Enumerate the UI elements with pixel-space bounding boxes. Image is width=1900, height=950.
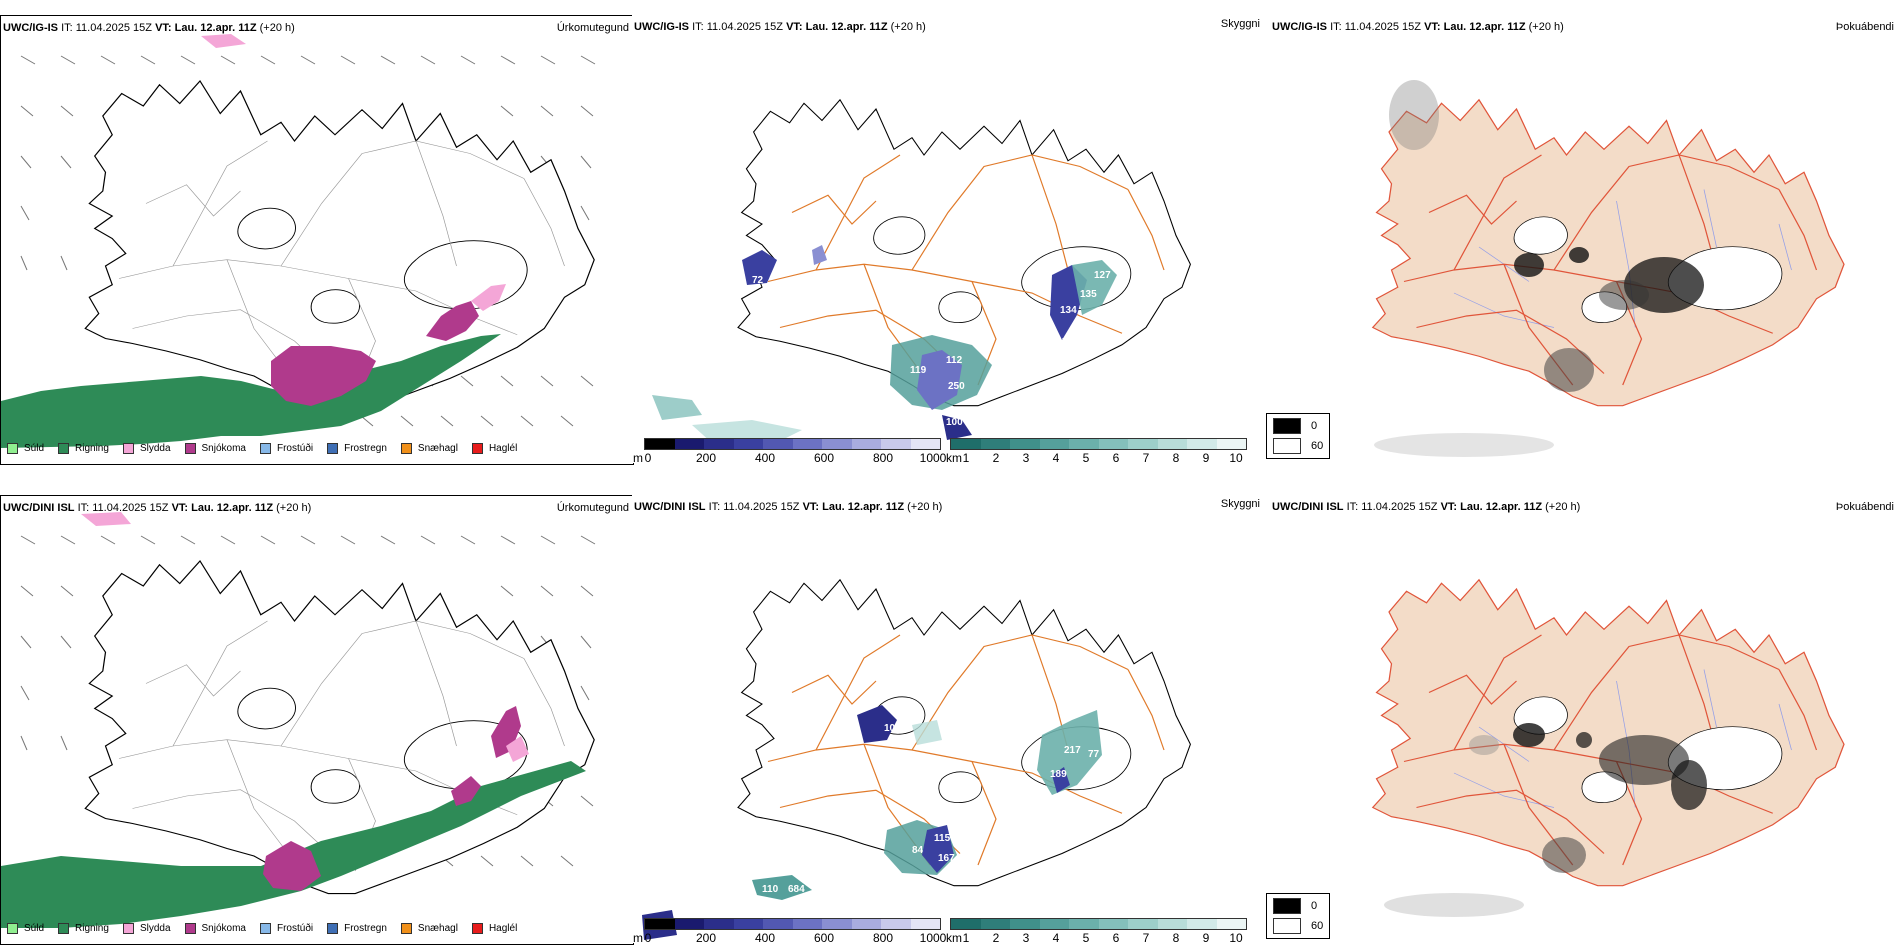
legend-item: Haglél [471, 923, 517, 934]
height-label: 140 [968, 415, 985, 426]
height-label: 72 [752, 275, 764, 286]
precip-legend: Súld Rigning Slydda Snjókoma Frostúði Fr… [7, 923, 517, 934]
legend-item: Slydda [122, 923, 171, 934]
cloud-key: 0 60 [1266, 413, 1331, 459]
height-colorbar [644, 918, 941, 930]
panel-type-label: Þokuábendi [1835, 21, 1894, 33]
precip-panel-row1: UWC/IG-IS IT: 11.04.2025 15Z VT: Lau. 12… [0, 15, 634, 465]
height-label: 84 [912, 845, 924, 856]
height-colorbar [644, 438, 941, 450]
legend-item: Snjókoma [184, 923, 246, 934]
height-label: 127 [1094, 270, 1111, 281]
legend-item: Súld [7, 923, 44, 934]
height-label: 217 [1064, 745, 1081, 756]
panel-type-label: Skyggni [1220, 18, 1260, 30]
height-label: 108 [884, 723, 901, 734]
visibility-colorbar [950, 438, 1247, 450]
panel-title: UWC/DINI ISL IT: 11.04.2025 15Z VT: Lau.… [634, 501, 943, 513]
legend-item: Frostúði [259, 923, 313, 934]
height-label: 110 [762, 884, 779, 895]
legend-item: Súld [7, 443, 44, 454]
fog-panel-row1: UWC/IG-IS IT: 11.04.2025 15Z VT: Lau. 12… [1264, 15, 1900, 463]
height-label: 100 [946, 417, 963, 428]
panel-type-label: Skyggni [1220, 498, 1260, 510]
height-label: 77 [1062, 337, 1074, 348]
height-label: 189 [1050, 769, 1067, 780]
panel-title: UWC/DINI ISL IT: 11.04.2025 15Z VT: Lau.… [1272, 501, 1581, 513]
cloud-key: 0 60 [1266, 893, 1331, 939]
legend-item: Frostregn [327, 923, 387, 934]
panel-title: UWC/IG-IS IT: 11.04.2025 15Z VT: Lau. 12… [3, 22, 295, 34]
legend-item: Snæhagl [400, 443, 458, 454]
height-label: 134 [1060, 305, 1077, 316]
visibility-panel-row2: UWC/DINI ISL IT: 11.04.2025 15Z VT: Lau.… [632, 495, 1264, 943]
visibility-map-row2 [642, 579, 1192, 940]
legend-item: Rigning [58, 923, 109, 934]
height-label: 135 [1080, 289, 1097, 300]
height-label: 77 [1088, 749, 1100, 760]
rain-area [1, 334, 501, 448]
panel-type-label: Úrkomutegund [556, 502, 629, 514]
height-label: 167 [938, 853, 955, 864]
height-label: 119 [910, 365, 927, 376]
fog-map-row2 [1372, 579, 1845, 917]
height-label: 250 [948, 381, 965, 392]
visibility-map-row1 [652, 99, 1192, 445]
legend-item: Haglél [471, 443, 517, 454]
precip-map-row2 [1, 512, 596, 928]
height-label: 112 [946, 355, 963, 366]
precip-panel-row2: UWC/DINI ISL IT: 11.04.2025 15Z VT: Lau.… [0, 495, 634, 945]
legend-item: Slydda [122, 443, 171, 454]
panel-title: UWC/IG-IS IT: 11.04.2025 15Z VT: Lau. 12… [634, 21, 926, 33]
height-label: 130 [942, 250, 959, 261]
panel-title: UWC/DINI ISL IT: 11.04.2025 15Z VT: Lau.… [3, 502, 312, 514]
height-label: 684 [788, 884, 805, 895]
panel-title: UWC/IG-IS IT: 11.04.2025 15Z VT: Lau. 12… [1272, 21, 1564, 33]
visibility-panel-row1: UWC/IG-IS IT: 11.04.2025 15Z VT: Lau. 12… [632, 15, 1264, 463]
legend-item: Rigning [58, 443, 109, 454]
precip-map-row1 [1, 34, 596, 448]
panel-type-label: Þokuábendi [1835, 501, 1894, 513]
legend-item: Frostúði [259, 443, 313, 454]
height-label: 115 [934, 833, 951, 844]
height-label: 208 [910, 411, 927, 422]
visibility-colorbar [950, 918, 1247, 930]
legend-item: Snæhagl [400, 923, 458, 934]
snow-area [271, 346, 376, 406]
fog-panel-row2: UWC/DINI ISL IT: 11.04.2025 15Z VT: Lau.… [1264, 495, 1900, 943]
legend-item: Frostregn [327, 443, 387, 454]
fog-map-row1 [1372, 80, 1845, 457]
precip-legend: Súld Rigning Slydda Snjókoma Frostúði Fr… [7, 443, 517, 454]
legend-item: Snjókoma [184, 443, 246, 454]
panel-type-label: Úrkomutegund [556, 22, 629, 34]
